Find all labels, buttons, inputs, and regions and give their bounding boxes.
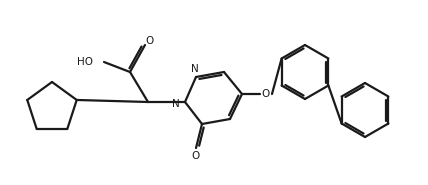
Text: HO: HO <box>77 57 93 67</box>
Text: N: N <box>191 64 199 74</box>
Text: O: O <box>192 151 200 161</box>
Text: O: O <box>146 36 154 46</box>
Text: N: N <box>172 99 180 109</box>
Text: O: O <box>262 89 270 99</box>
